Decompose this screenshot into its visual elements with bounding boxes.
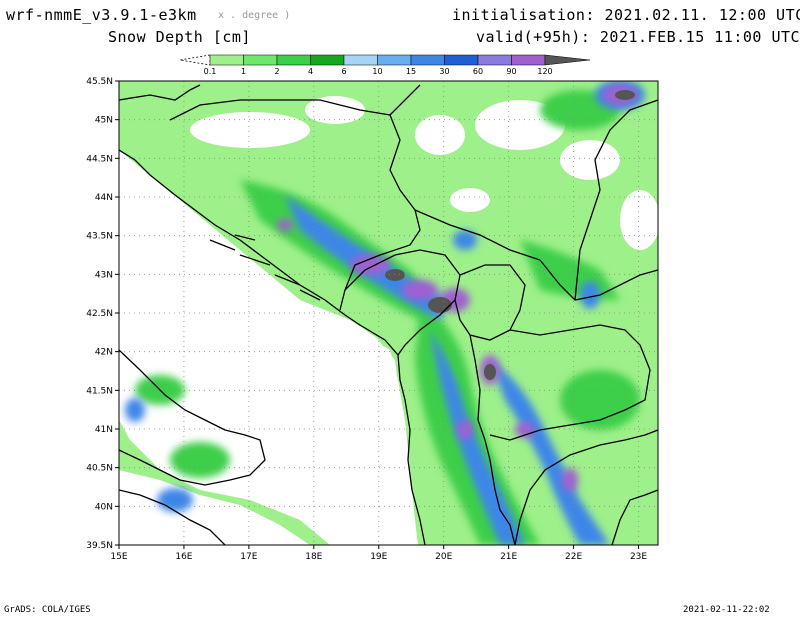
x-tick-label: 20E [435,552,452,562]
bulgaria-border [574,99,658,301]
adriatic-east-coast [119,149,426,545]
croatia-islands [209,234,321,301]
legend-label: 0.1 [204,67,217,76]
x-tick-label: 23E [630,552,647,562]
croatia-north-border [119,84,421,116]
y-tick-label: 43N [95,270,113,280]
borders [119,84,658,545]
albania-border [469,334,516,545]
y-tick-label: 43.5N [86,232,113,242]
snow-very-deep [277,85,638,492]
x-tick-label: 17E [240,552,257,562]
units-note: x . degree ) [218,10,291,21]
x-tick-label: 16E [175,552,192,562]
italy-south-coast [119,489,226,545]
footer-timestamp: 2021-02-11-22:02 [683,605,770,615]
legend-label: 120 [537,67,552,76]
y-tick-label: 44.5N [86,154,113,164]
axis-labels: 15E 16E 17E 18E 19E 20E 21E 22E 23E 45.5N 45N 44.5N… [86,77,647,562]
legend-label: 60 [473,67,483,76]
x-tick-label: 22E [565,552,582,562]
legend-label: 30 [439,67,449,76]
legend-label: 4 [308,67,313,76]
y-tick-label: 41.5N [86,386,113,396]
init-time: initialisation: 2021.02.11. 12:00 UTC [452,6,800,24]
y-tick-label: 42.5N [86,309,113,319]
y-tick-label: 41N [95,425,113,435]
legend-label: 90 [506,67,516,76]
macedonia-border [489,324,651,441]
legend-label: 6 [341,67,346,76]
y-tick-label: 44N [95,193,113,203]
y-tick-label: 42N [95,348,113,358]
field-title: Snow Depth [cm] [108,28,251,46]
legend-label: 15 [406,67,416,76]
x-tick-label: 18E [305,552,322,562]
legend-high-arrow [544,54,591,66]
legend-label: 2 [274,67,279,76]
ionian-sea [119,470,310,545]
valid-time: valid(+95h): 2021.FEB.15 11:00 UTC [476,28,800,46]
x-tick-label: 21E [500,552,517,562]
adriatic-sea [119,195,418,545]
y-tick-label: 45.5N [86,77,113,87]
y-tick-label: 45N [95,116,113,126]
x-tick-label: 15E [110,552,127,562]
greece-border [514,429,658,545]
snow-field [119,81,658,545]
legend-label: 10 [372,67,382,76]
italy-coast [119,349,266,486]
footer-credit: GrADS: COLA/IGES [4,605,91,615]
model-title: wrf-nmmE_v3.9.1-e3km [6,6,197,24]
x-tick-label: 19E [370,552,387,562]
color-legend: 0.1 1 2 4 6 10 15 30 60 90 120 [179,54,591,76]
serbia-border [414,209,658,301]
y-tick-label: 40N [95,502,113,512]
bosnia-border [169,99,421,311]
kosovo-border [454,264,526,341]
snow-free-patches [190,96,658,250]
y-tick-label: 39.5N [86,541,113,551]
legend-label: 1 [241,67,246,76]
y-tick-label: 40.5N [86,464,113,474]
greece-coast [611,489,658,545]
